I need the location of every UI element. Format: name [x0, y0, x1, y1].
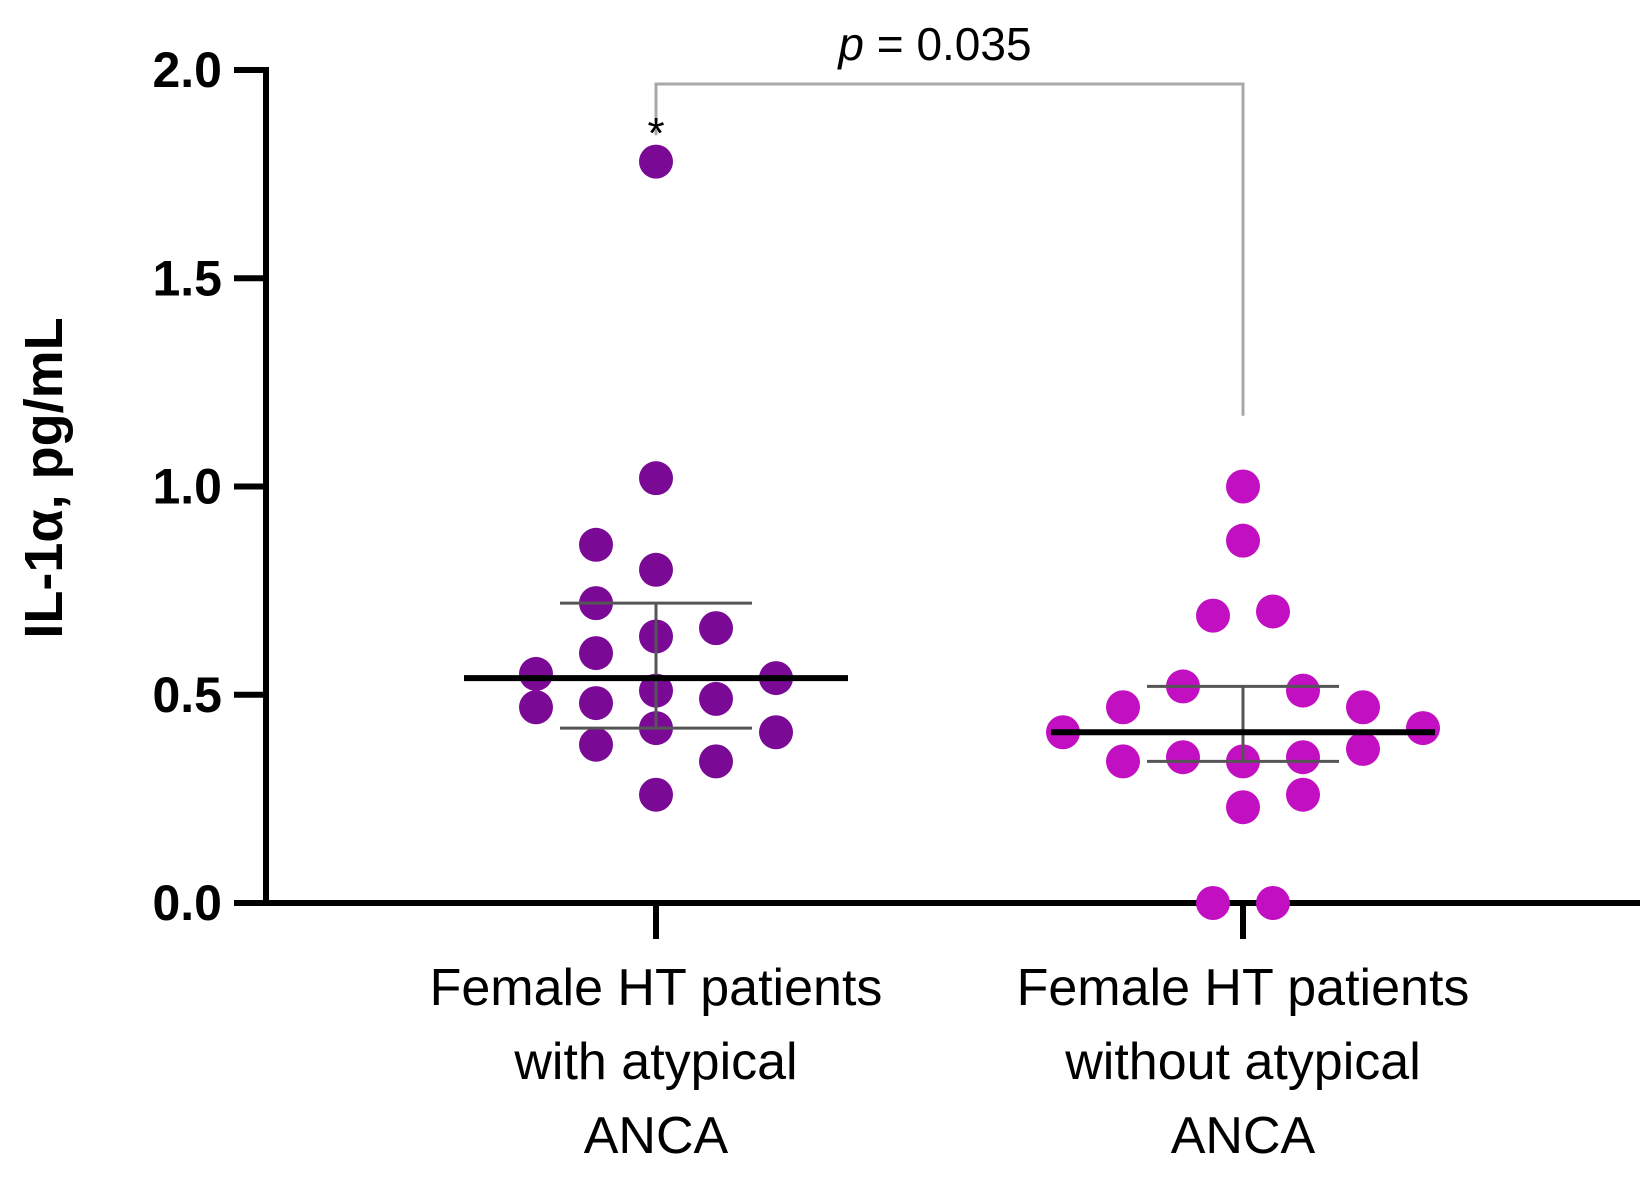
data-point [699, 611, 733, 646]
data-point [1286, 673, 1320, 708]
data-point [639, 144, 673, 179]
x-category-label: ANCA [584, 1107, 729, 1165]
data-point [1256, 886, 1290, 920]
data-point [1346, 690, 1380, 725]
data-point [579, 686, 613, 721]
y-tick-label: 1.5 [152, 250, 222, 306]
data-point [1226, 790, 1260, 825]
data-point [1286, 740, 1320, 775]
x-category-label: without atypical [1064, 1033, 1421, 1091]
bracket-line [654, 82, 1245, 416]
data-point [699, 681, 733, 716]
data-point [1226, 469, 1260, 504]
data-point [1406, 711, 1440, 746]
data-points [519, 144, 1440, 920]
data-point [1166, 740, 1200, 775]
x-category-label: ANCA [1171, 1107, 1316, 1165]
y-tick-label: 0.5 [152, 667, 222, 723]
data-point [1106, 690, 1140, 725]
outlier-asterisk: * [647, 109, 664, 158]
data-point [579, 636, 613, 671]
p-value: = 0.035 [864, 18, 1032, 70]
p-value-annotation: p = 0.035 [836, 18, 1031, 70]
axes: 0.0 0.5 1.0 1.5 2.0 Female HT patients with at… [152, 42, 1640, 1165]
data-point [1106, 744, 1140, 779]
median-iqr-bars [464, 601, 1435, 763]
data-point [1346, 731, 1380, 766]
significance-bracket [654, 82, 1245, 416]
data-point [1226, 523, 1260, 558]
data-point [759, 715, 793, 750]
data-point [699, 744, 733, 779]
y-tick-label: 1.0 [152, 459, 222, 515]
y-tick-label: 0.0 [152, 875, 222, 931]
data-point [639, 777, 673, 812]
p-symbol: p [836, 18, 864, 70]
data-point [639, 461, 673, 496]
data-point [1196, 598, 1230, 633]
data-point [519, 656, 553, 691]
y-axis-label: IL-1α, pg/mL [14, 317, 74, 638]
data-point [1196, 886, 1230, 920]
data-point [1256, 594, 1290, 629]
data-point [579, 527, 613, 562]
data-point [1286, 777, 1320, 812]
x-category-label: Female HT patients [430, 959, 883, 1017]
x-category-label: with atypical [513, 1033, 797, 1091]
data-point [519, 690, 553, 725]
y-tick-label: 2.0 [152, 42, 222, 98]
x-category-label: Female HT patients [1017, 959, 1470, 1017]
data-point [579, 727, 613, 762]
data-point [639, 552, 673, 587]
